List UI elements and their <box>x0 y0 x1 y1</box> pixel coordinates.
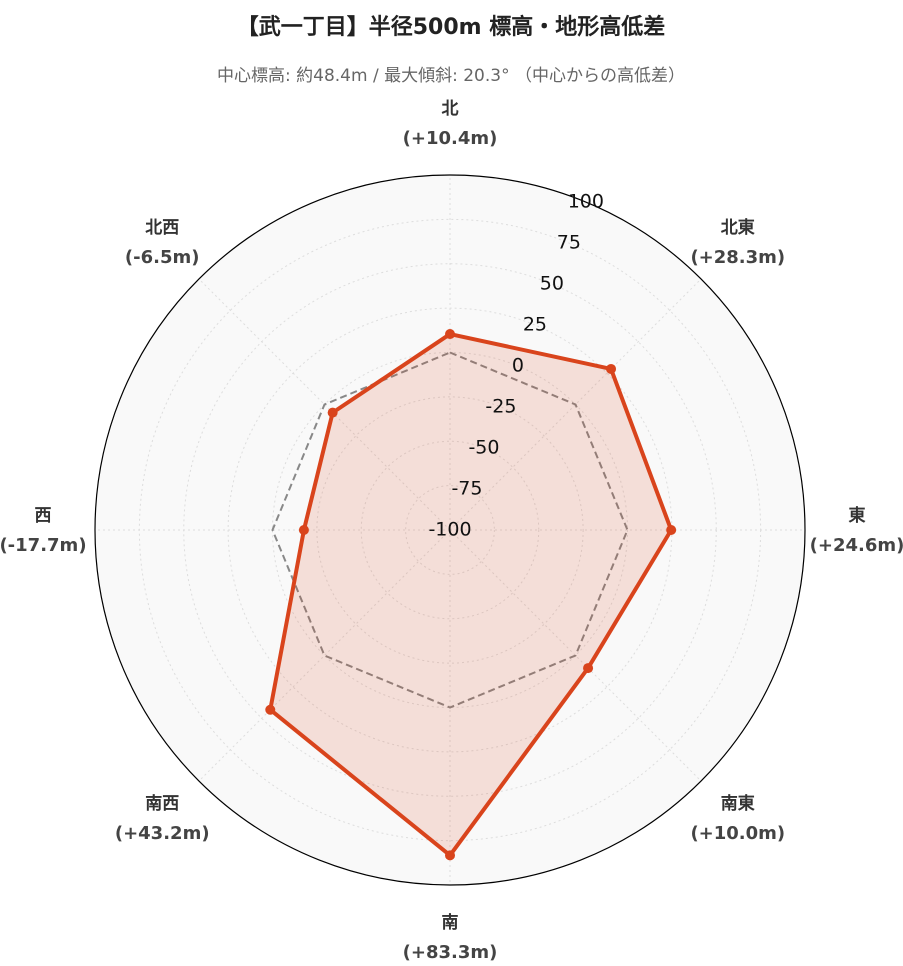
category-label: 北西 <box>145 218 179 238</box>
data-point <box>298 525 309 535</box>
value-label: (+10.4m) <box>403 128 498 149</box>
spoke <box>198 529 451 782</box>
chart-title: 【武一丁目】半径500m 標高・地形高低差 <box>237 14 666 40</box>
r-tick-label: -75 <box>451 478 482 500</box>
value-label: (+28.3m) <box>690 247 785 268</box>
data-point <box>666 525 677 535</box>
grid-circle <box>316 396 584 664</box>
grid-circle <box>405 485 495 575</box>
r-tick-label: -50 <box>468 437 499 459</box>
r-tick-label: 50 <box>540 273 564 295</box>
data-point <box>327 407 338 418</box>
r-tick-label: -25 <box>485 396 516 418</box>
category-label: 東 <box>849 505 866 526</box>
value-label: (+10.0m) <box>690 823 785 844</box>
category-label: 西 <box>35 506 52 526</box>
chart-subtitle: 中心標高: 約48.4m / 最大傾斜: 20.3° （中心からの高低差） <box>217 66 685 86</box>
data-point <box>606 363 617 374</box>
r-tick-label: 0 <box>512 355 524 377</box>
r-tick-label: 100 <box>568 191 604 213</box>
category-label: 南西 <box>145 793 179 814</box>
value-label: (+83.3m) <box>403 942 498 962</box>
value-label: (+24.6m) <box>810 535 903 556</box>
data-point <box>445 850 455 861</box>
value-label: (+43.2m) <box>115 823 210 844</box>
spoke <box>449 529 702 782</box>
outer-ring <box>94 174 806 886</box>
value-label: (-17.7m) <box>0 535 87 556</box>
r-tick-label: 75 <box>557 232 581 254</box>
r-tick-label: 25 <box>523 314 547 336</box>
r-tick-label: -100 <box>428 519 471 541</box>
value-label: (-6.5m) <box>125 247 200 268</box>
reference-line <box>271 351 629 709</box>
category-label: 北 <box>442 99 459 119</box>
data-point <box>583 663 594 674</box>
category-label: 北東 <box>721 217 755 238</box>
grid-circle <box>360 440 540 620</box>
data-point <box>445 329 455 340</box>
data-point <box>265 704 276 715</box>
spoke <box>449 278 702 531</box>
spoke <box>198 278 451 531</box>
category-label: 南 <box>442 912 459 933</box>
category-label: 南東 <box>721 793 755 814</box>
